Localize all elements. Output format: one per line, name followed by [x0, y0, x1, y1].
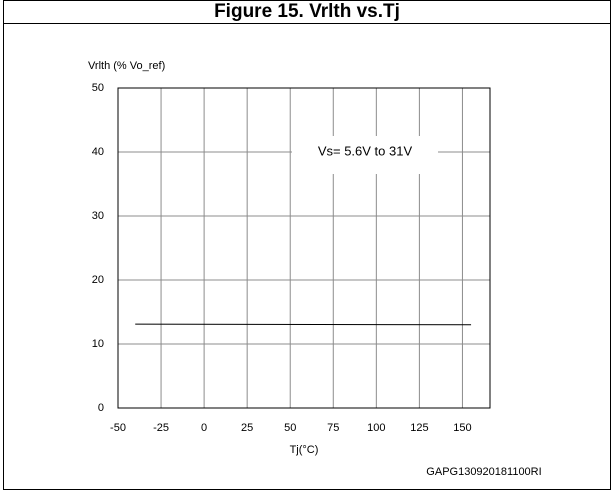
- chart-title: Figure 15. Vrlth vs.Tj: [214, 1, 400, 22]
- x-tick-label: -50: [110, 422, 126, 434]
- x-tick-label: 75: [327, 422, 339, 434]
- y-tick-label: 50: [92, 82, 104, 94]
- x-tick-label: 50: [284, 422, 296, 434]
- annotation-box: [292, 136, 438, 174]
- annotation: Vs= 5.6V to 31V: [318, 143, 413, 158]
- x-tick-label: 150: [453, 422, 471, 434]
- y-tick-label: 0: [98, 402, 104, 414]
- x-tick-label: 125: [410, 422, 428, 434]
- y-tick-label: 20: [92, 274, 104, 286]
- footnote: GAPG130920181100RI: [426, 466, 541, 478]
- y-axis-label: Vrlth (% Vo_ref): [88, 60, 165, 72]
- x-tick-label: -25: [153, 422, 169, 434]
- plot-border: [117, 87, 491, 409]
- line: [135, 323, 472, 326]
- y-tick-label: 30: [92, 210, 104, 222]
- y-tick-label: 40: [92, 146, 104, 158]
- x-axis-label: Tj(°C): [290, 444, 319, 456]
- x-tick-label: 0: [201, 422, 207, 434]
- x-tick-label: 100: [367, 422, 385, 434]
- frame: [3, 0, 611, 490]
- x-tick-label: 25: [241, 422, 253, 434]
- y-tick-label: 10: [92, 338, 104, 350]
